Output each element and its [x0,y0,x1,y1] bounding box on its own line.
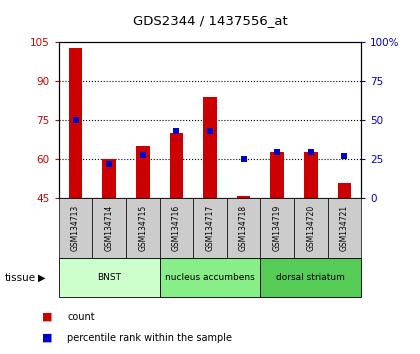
Text: GSM134713: GSM134713 [71,205,80,251]
Text: tissue: tissue [4,273,35,283]
Text: ■: ■ [42,333,52,343]
Bar [294,198,328,258]
Bar [193,198,227,258]
Bar [69,48,82,198]
Bar [102,159,116,198]
Bar [59,258,160,297]
Text: dorsal striatum: dorsal striatum [276,273,345,282]
Bar [126,198,160,258]
Bar [92,198,126,258]
Text: percentile rank within the sample: percentile rank within the sample [67,333,232,343]
Text: GSM134719: GSM134719 [273,205,282,251]
Bar [227,198,260,258]
Bar [328,198,361,258]
Text: count: count [67,312,95,322]
Bar [203,97,217,198]
Text: ▶: ▶ [38,273,46,283]
Bar [338,183,351,198]
Bar [160,258,260,297]
Bar [136,146,150,198]
Text: GSM134715: GSM134715 [138,205,147,251]
Text: GSM134721: GSM134721 [340,205,349,251]
Bar [304,152,318,198]
Bar [260,198,294,258]
Text: GDS2344 / 1437556_at: GDS2344 / 1437556_at [133,14,287,27]
Text: nucleus accumbens: nucleus accumbens [165,273,255,282]
Text: GSM134714: GSM134714 [105,205,114,251]
Bar [59,198,92,258]
Text: GSM134718: GSM134718 [239,205,248,251]
Bar [260,258,361,297]
Text: ■: ■ [42,312,52,322]
Text: GSM134716: GSM134716 [172,205,181,251]
Text: GSM134717: GSM134717 [205,205,215,251]
Bar [237,196,250,198]
Bar [170,133,183,198]
Text: GSM134720: GSM134720 [306,205,315,251]
Bar [160,198,193,258]
Text: BNST: BNST [97,273,121,282]
Bar [270,152,284,198]
